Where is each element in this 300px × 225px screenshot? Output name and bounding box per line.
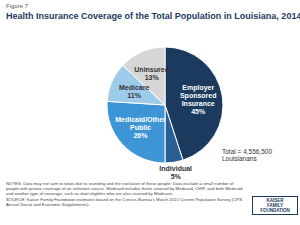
svg-text:Uninsured13%: Uninsured13% — [134, 66, 169, 81]
html-text:NOTES: Data may not sum to tot: NOTES: Data may not sum to totals due to… — [6, 181, 243, 197]
svg-text:Medicaid/OtherPublic26%: Medicaid/OtherPublic26% — [115, 116, 166, 139]
html-text:FOUNDATION: FOUNDATION — [260, 208, 290, 213]
svg-text:Individual5%: Individual5% — [159, 164, 192, 179]
html-text:SOURCE: Kaiser Family Foundati: SOURCE: Kaiser Family Foundation estimat… — [6, 196, 243, 207]
svg-text:Medicare11%: Medicare11% — [119, 83, 149, 98]
html-text:Total = 4,556,500 Louisianans: Total = 4,556,500 Louisianans — [222, 148, 273, 162]
html-text:FAMILY: FAMILY — [267, 203, 283, 208]
svg-text:EmployerSponsoredInsurance45%: EmployerSponsoredInsurance45% — [180, 84, 217, 115]
html-text:Figure 7: Figure 7 — [6, 3, 28, 9]
html-text:KAISER: KAISER — [266, 198, 284, 203]
